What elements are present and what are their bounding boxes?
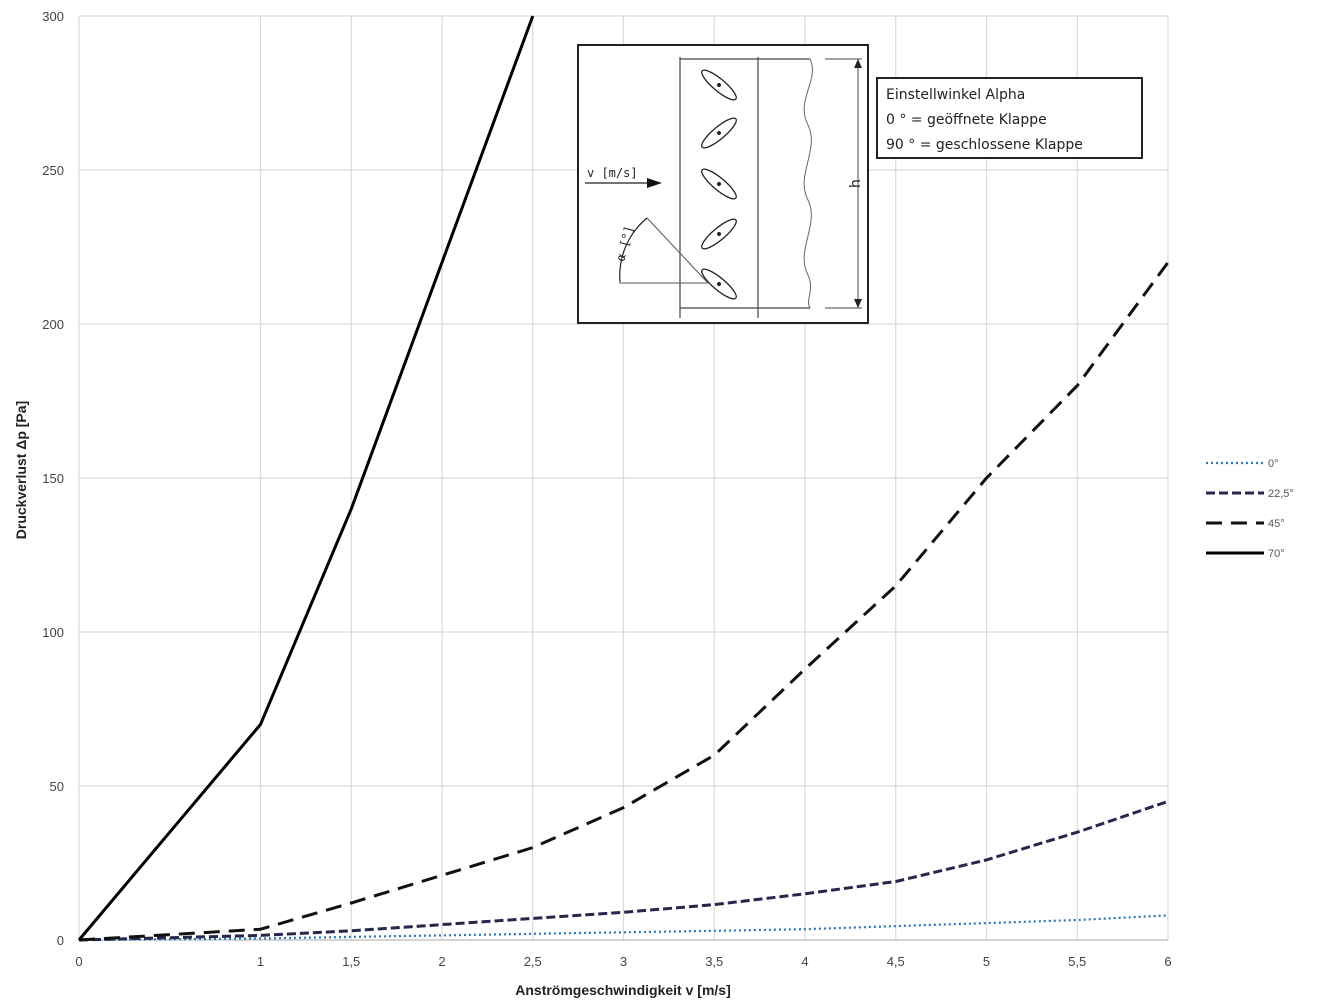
series-line-70 <box>77 15 535 941</box>
x-tick-labels: 0 1 1,5 2 2,5 3 3,5 4 4,5 5 5,5 6 <box>75 954 1171 969</box>
legend-label: 45° <box>1268 518 1285 530</box>
inset-legend-line: Einstellwinkel Alpha <box>886 87 1025 103</box>
y-tick-label: 50 <box>50 779 64 794</box>
legend-label: 22,5° <box>1268 488 1294 500</box>
y-tick-label: 300 <box>42 9 64 24</box>
y-axis-title: Druckverlust Δp [Pa] <box>13 401 29 539</box>
x-tick-label: 2,5 <box>524 954 542 969</box>
x-tick-label: 4,5 <box>887 954 905 969</box>
series-line-22-5 <box>78 799 1169 942</box>
x-tick-label: 5 <box>983 954 990 969</box>
blade <box>701 117 737 149</box>
series-line-45 <box>78 261 1170 942</box>
legend-label: 0° <box>1268 458 1279 470</box>
x-axis-title: Anströmgeschwindigkeit v [m/s] <box>515 982 730 998</box>
inset-legend-box: Einstellwinkel Alpha 0 ° = geöffnete Kla… <box>876 77 1143 159</box>
y-tick-label: 200 <box>42 317 64 332</box>
x-tick-label: 1,5 <box>342 954 360 969</box>
legend: 0° 22,5° 45° 70° <box>1206 458 1294 560</box>
angle-arc <box>619 217 648 283</box>
y-tick-label: 250 <box>42 163 64 178</box>
x-tick-label: 2 <box>438 954 445 969</box>
x-tick-label: 6 <box>1164 954 1171 969</box>
y-tick-label: 100 <box>42 625 64 640</box>
flow-arrow-head-icon <box>647 178 662 188</box>
inset-break-line <box>803 58 813 309</box>
x-tick-label: 1 <box>257 954 264 969</box>
inset-height-label: h <box>848 179 864 188</box>
inset-flow-label: v [m/s] <box>587 166 638 180</box>
inset-diagram: v [m/s] α [°] h <box>577 44 869 324</box>
blade <box>701 168 737 200</box>
inset-legend-frame <box>876 77 1143 159</box>
legend-label: 70° <box>1268 548 1285 560</box>
blade <box>701 69 737 101</box>
inset-legend-line: 0 ° = geöffnete Klappe <box>886 112 1047 128</box>
y-tick-label: 150 <box>42 471 64 486</box>
height-arrow-bottom-icon <box>854 299 862 308</box>
blade <box>701 268 737 300</box>
height-arrow-top-icon <box>854 59 862 68</box>
series-lines <box>77 15 1170 942</box>
inset-legend-line: 90 ° = geschlossene Klappe <box>886 137 1083 153</box>
y-tick-label: 0 <box>57 933 64 948</box>
x-tick-label: 4 <box>801 954 808 969</box>
x-tick-label: 5,5 <box>1068 954 1086 969</box>
x-tick-label: 3 <box>620 954 627 969</box>
blade <box>701 218 737 250</box>
x-tick-label: 0 <box>75 954 82 969</box>
angle-ray <box>646 217 709 284</box>
inset-frame <box>577 44 869 324</box>
y-tick-labels: 0 50 100 150 200 250 300 <box>42 9 64 948</box>
x-tick-label: 3,5 <box>705 954 723 969</box>
